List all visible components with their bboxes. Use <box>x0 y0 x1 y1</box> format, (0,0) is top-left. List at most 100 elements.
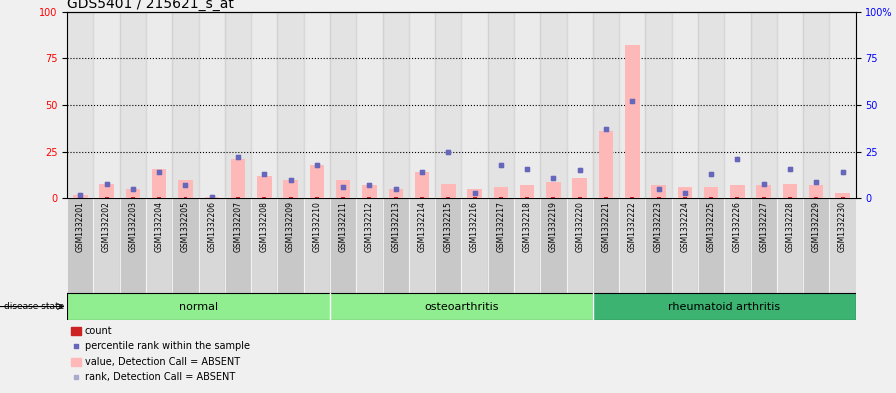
Bar <box>520 185 534 198</box>
Bar <box>289 196 293 198</box>
Bar <box>751 198 777 293</box>
Bar <box>487 12 514 198</box>
Point <box>389 186 403 192</box>
Bar <box>152 169 167 198</box>
Bar <box>409 198 435 293</box>
Bar <box>840 196 845 198</box>
Point <box>362 182 376 189</box>
Bar <box>330 198 357 293</box>
Text: disease state: disease state <box>4 302 65 311</box>
Text: GSM1332206: GSM1332206 <box>207 201 216 252</box>
Bar <box>357 12 383 198</box>
Bar <box>446 196 451 198</box>
Text: GSM1332219: GSM1332219 <box>549 201 558 252</box>
Bar <box>263 196 266 198</box>
Bar <box>651 185 666 198</box>
Bar <box>157 196 161 198</box>
Bar <box>835 193 849 198</box>
Bar <box>341 196 345 198</box>
Bar <box>93 12 120 198</box>
Bar <box>225 198 251 293</box>
Bar <box>172 198 199 293</box>
Point <box>783 165 797 172</box>
Bar <box>357 198 383 293</box>
Point <box>677 190 692 196</box>
Point <box>730 156 745 162</box>
Bar <box>435 198 461 293</box>
Bar <box>783 184 797 198</box>
Bar <box>336 180 350 198</box>
Point <box>573 167 587 174</box>
Text: GSM1332211: GSM1332211 <box>339 201 348 252</box>
Bar <box>630 196 634 198</box>
Bar <box>677 187 692 198</box>
Bar <box>468 189 482 198</box>
Point <box>599 126 613 132</box>
Text: value, Detection Call = ABSENT: value, Detection Call = ABSENT <box>85 357 240 367</box>
Bar <box>231 159 246 198</box>
Bar <box>146 12 172 198</box>
Point <box>283 176 297 183</box>
Point <box>651 186 666 192</box>
Bar <box>619 198 645 293</box>
Bar <box>310 165 324 198</box>
Bar <box>278 12 304 198</box>
Point <box>415 169 429 175</box>
Point <box>651 186 666 192</box>
Bar <box>199 198 225 293</box>
Point <box>809 178 823 185</box>
Point <box>756 180 771 187</box>
Text: GSM1332208: GSM1332208 <box>260 201 269 252</box>
Bar <box>67 12 93 198</box>
Text: GSM1332223: GSM1332223 <box>654 201 663 252</box>
Text: count: count <box>85 326 113 336</box>
Bar <box>120 12 146 198</box>
Text: GSM1332209: GSM1332209 <box>286 201 295 252</box>
Point <box>520 165 534 172</box>
Bar <box>472 196 477 198</box>
Bar <box>78 196 82 198</box>
Bar <box>704 187 719 198</box>
Bar <box>330 12 357 198</box>
Bar <box>383 198 409 293</box>
Point <box>73 191 88 198</box>
Point <box>257 171 271 177</box>
Text: GSM1332221: GSM1332221 <box>601 201 610 252</box>
Text: GSM1332230: GSM1332230 <box>838 201 847 252</box>
Text: GSM1332212: GSM1332212 <box>365 201 374 252</box>
Text: normal: normal <box>179 301 218 312</box>
Text: GSM1332207: GSM1332207 <box>234 201 243 252</box>
Text: GSM1332220: GSM1332220 <box>575 201 584 252</box>
Bar <box>762 196 766 198</box>
Point <box>99 180 114 187</box>
Bar <box>709 196 713 198</box>
Text: GSM1332202: GSM1332202 <box>102 201 111 252</box>
Bar <box>415 172 429 198</box>
Bar <box>578 196 582 198</box>
Text: GSM1332201: GSM1332201 <box>76 201 85 252</box>
Bar <box>604 196 608 198</box>
Point <box>547 175 561 181</box>
Point <box>704 171 719 177</box>
Bar <box>225 12 251 198</box>
Bar <box>362 185 376 198</box>
Bar <box>236 196 240 198</box>
Point <box>704 171 719 177</box>
Point <box>389 186 403 192</box>
Point <box>520 165 534 172</box>
Point <box>178 182 193 189</box>
Bar <box>304 198 330 293</box>
Bar <box>146 198 172 293</box>
Bar <box>698 198 724 293</box>
Text: percentile rank within the sample: percentile rank within the sample <box>85 341 250 351</box>
Text: GSM1332203: GSM1332203 <box>128 201 137 252</box>
Point <box>336 184 350 190</box>
Bar <box>393 196 398 198</box>
Bar <box>814 196 818 198</box>
Bar <box>93 198 120 293</box>
Bar <box>204 196 219 198</box>
Bar <box>67 198 93 293</box>
Bar <box>420 196 424 198</box>
Bar <box>809 185 823 198</box>
Bar <box>573 178 587 198</box>
